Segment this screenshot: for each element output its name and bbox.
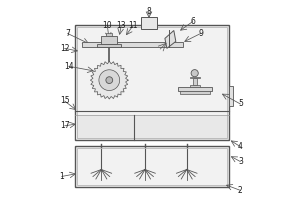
Text: 4: 4 — [238, 142, 243, 151]
Bar — [74, 25, 230, 140]
Bar — [76, 148, 227, 185]
Bar — [193, 78, 197, 85]
Text: 6: 6 — [190, 17, 195, 26]
Text: 7: 7 — [65, 29, 70, 38]
Circle shape — [106, 77, 113, 84]
Text: 8: 8 — [147, 7, 152, 16]
Bar — [106, 33, 112, 36]
Text: 5: 5 — [238, 99, 243, 108]
Text: 2: 2 — [238, 186, 243, 195]
Text: 10: 10 — [103, 21, 112, 30]
Bar — [230, 86, 233, 106]
Text: 12: 12 — [60, 44, 69, 53]
Polygon shape — [90, 61, 128, 99]
Text: 3: 3 — [238, 157, 243, 166]
Bar — [180, 91, 210, 94]
Bar — [76, 27, 227, 138]
Bar — [101, 36, 117, 44]
Bar — [190, 85, 200, 87]
Bar — [76, 115, 229, 139]
Text: 13: 13 — [116, 21, 126, 30]
Circle shape — [191, 70, 198, 77]
Bar — [74, 146, 230, 187]
Bar — [82, 42, 183, 47]
Bar — [141, 17, 157, 29]
Circle shape — [99, 70, 120, 91]
Bar — [178, 87, 211, 91]
Bar — [190, 77, 200, 78]
Text: 1: 1 — [59, 172, 64, 181]
Text: 14: 14 — [64, 62, 74, 71]
Text: 11: 11 — [128, 21, 138, 30]
Text: 15: 15 — [60, 96, 69, 105]
Polygon shape — [165, 30, 176, 48]
Text: 9: 9 — [198, 29, 203, 38]
Text: 17: 17 — [60, 121, 69, 130]
Bar — [98, 44, 121, 47]
